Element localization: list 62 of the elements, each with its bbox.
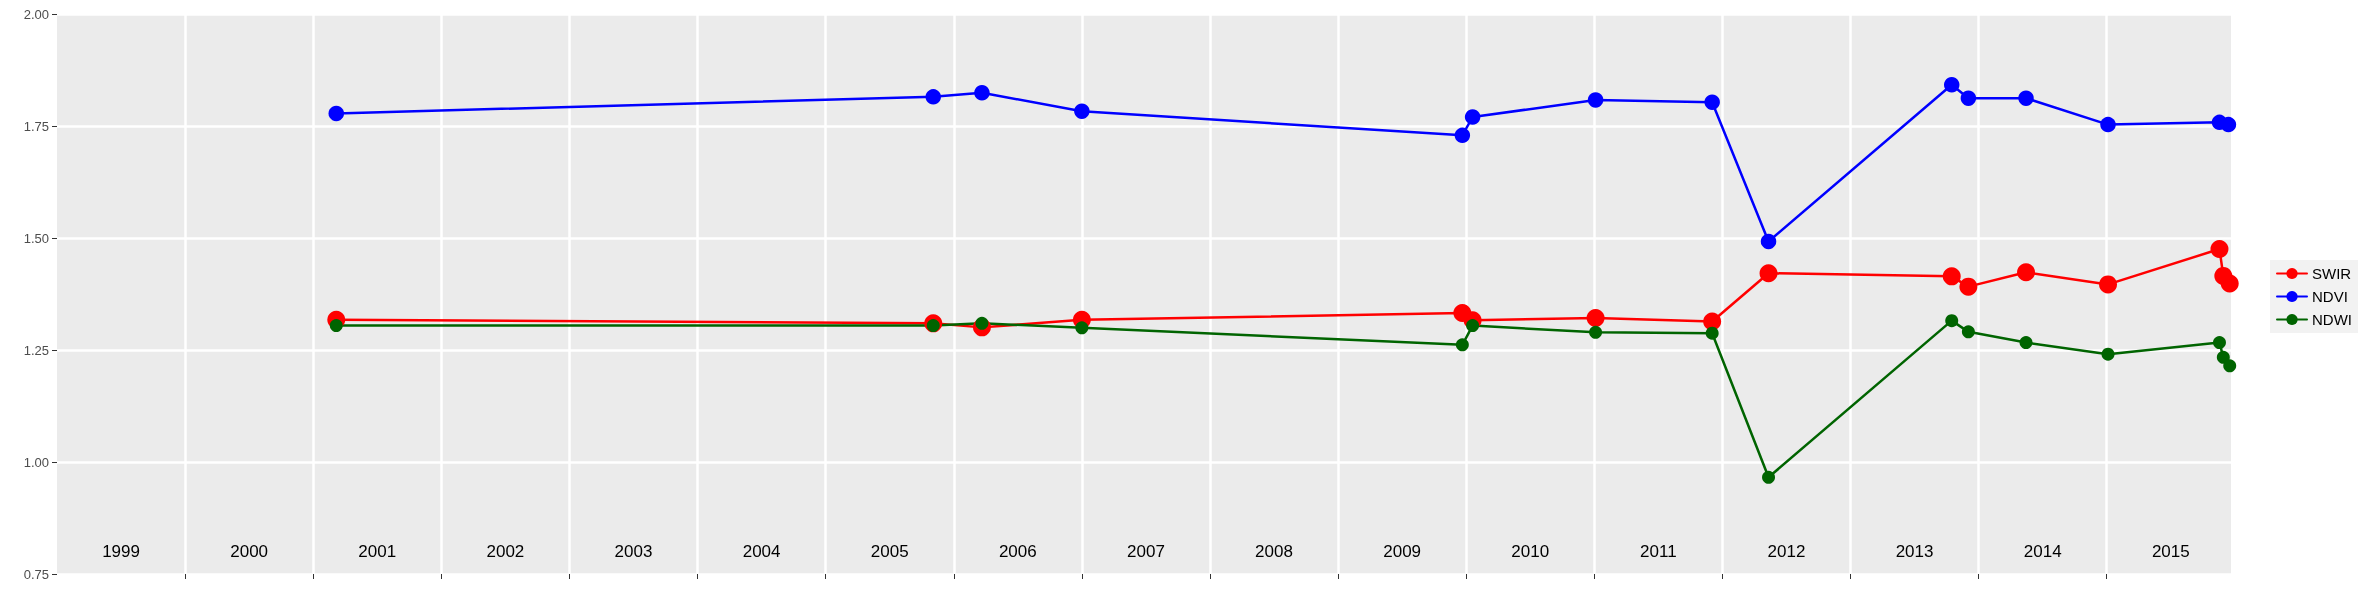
point: [1945, 314, 1959, 328]
point: [2019, 336, 2033, 350]
x-tick-label: 2011: [1640, 542, 1677, 561]
y-tick-label: 1.75: [23, 118, 49, 134]
x-tick-label: 2015: [2151, 542, 2190, 561]
point: [1075, 321, 1089, 335]
point: [1960, 90, 1977, 106]
point: [329, 319, 343, 333]
point: [1961, 325, 1975, 339]
point: [2216, 350, 2230, 364]
x-tick-label: 2006: [998, 542, 1037, 561]
x-tick-label: 2008: [1255, 542, 1293, 561]
point: [1704, 94, 1720, 110]
legend-label: NDWI: [2312, 311, 2353, 328]
x-tick-label: 2014: [2023, 542, 2062, 561]
point: [2220, 116, 2237, 133]
point: [2100, 116, 2116, 133]
y-tick-label: 0.75: [23, 566, 49, 582]
point: [1455, 338, 1469, 352]
point: [2018, 90, 2034, 106]
x-tick-label: 2004: [742, 542, 781, 561]
point: [2212, 336, 2226, 350]
point: [2017, 263, 2036, 282]
point: [1586, 308, 1605, 327]
x-tick-label: 1999: [102, 542, 140, 561]
point: [1587, 92, 1604, 108]
point: [1942, 267, 1961, 286]
point: [2210, 240, 2229, 259]
x-tick-label: 2001: [358, 542, 397, 561]
y-tick-label: 1.00: [23, 454, 49, 470]
point: [1759, 264, 1778, 283]
point: [2220, 274, 2239, 293]
point: [1760, 233, 1777, 250]
x-tick-label: 2010: [1511, 542, 1550, 561]
y-tick-label: 2.00: [23, 7, 49, 22]
x-tick-label: 2012: [1767, 542, 1806, 561]
point: [925, 89, 942, 105]
x-tick-label: 2013: [1895, 542, 1934, 561]
x-tick-label: 2000: [230, 542, 269, 561]
point: [1074, 103, 1090, 119]
x-tick-label: 2007: [1127, 542, 1165, 561]
legend-label: NDVI: [2312, 288, 2348, 305]
point: [1762, 470, 1776, 484]
x-tick-label: 2005: [870, 542, 909, 561]
point: [1943, 77, 1960, 93]
y-tick-label: 1.25: [23, 342, 49, 358]
point: [1464, 109, 1481, 125]
point: [2101, 347, 2115, 361]
x-tick-label: 2002: [486, 542, 525, 561]
x-tick-label: 2009: [1383, 542, 1422, 561]
point: [1589, 325, 1603, 339]
point: [328, 105, 345, 122]
legend-label: SWIR: [2312, 265, 2352, 282]
point: [2099, 275, 2118, 294]
y-tick-label: 1.50: [23, 230, 49, 246]
point: [2223, 359, 2237, 373]
point: [975, 316, 989, 330]
x-tick-label: 2003: [614, 542, 653, 561]
point: [974, 85, 990, 101]
point: [1705, 326, 1719, 340]
point: [1959, 277, 1978, 296]
point: [1454, 127, 1471, 144]
